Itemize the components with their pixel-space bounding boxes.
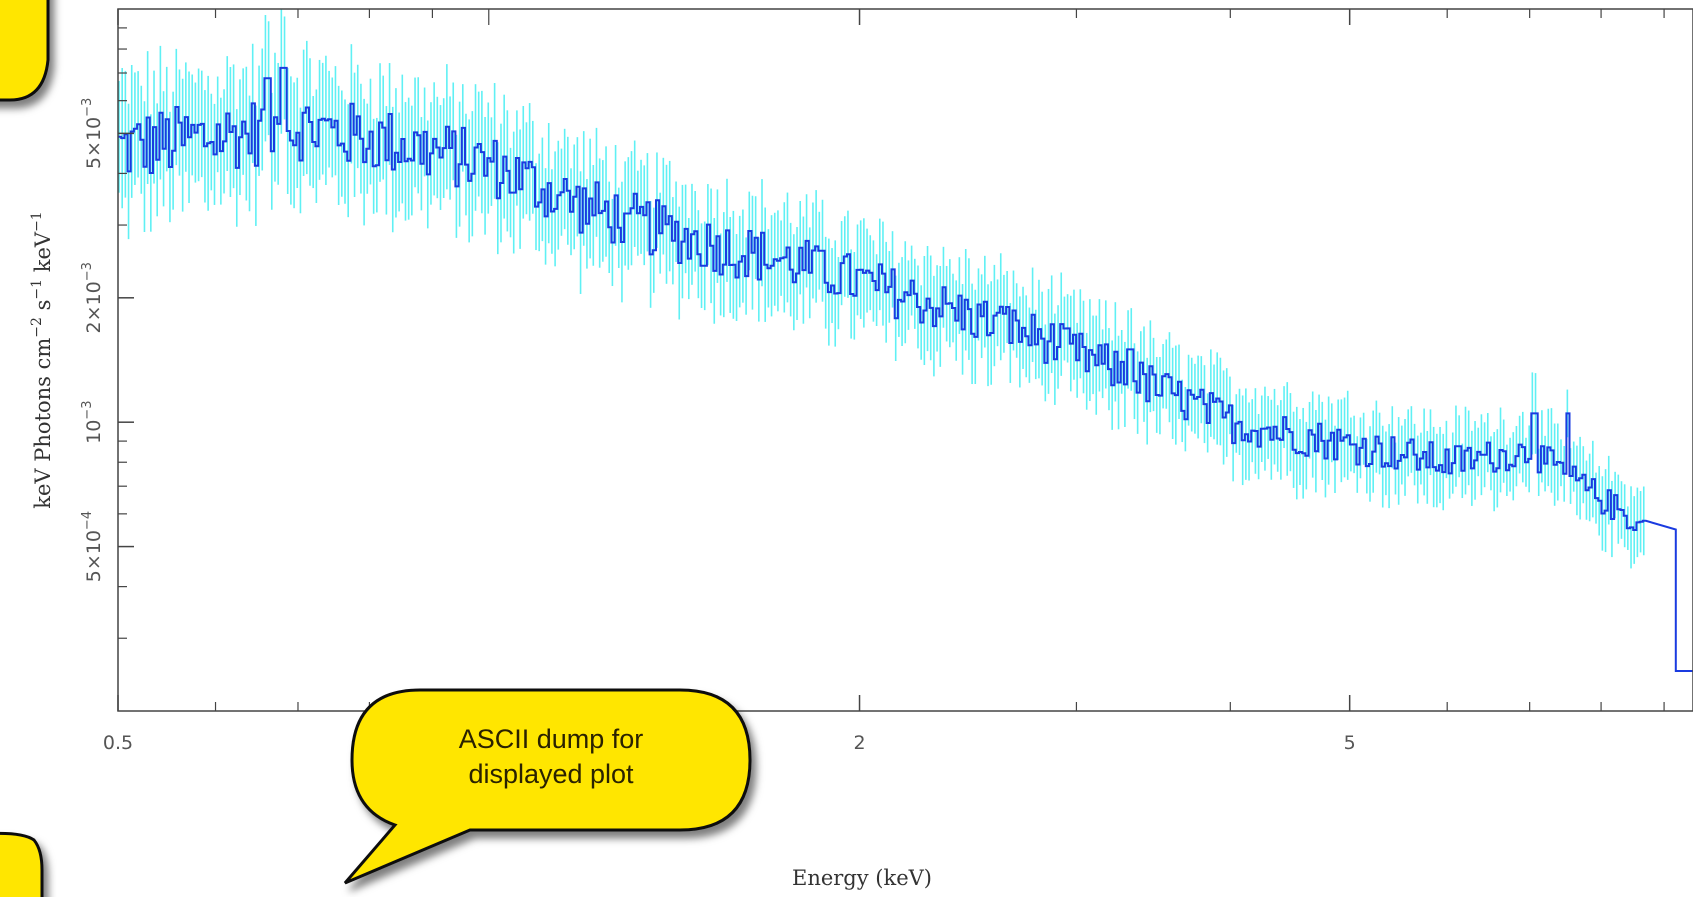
callout-text-line-1: ASCII dump for [459,724,644,754]
y-tick-label: 10−3 [80,401,105,444]
x-tick-label: 0.5 [103,732,133,754]
svg-text:2×10−3: 2×10−3 [80,262,105,333]
plot-frame [117,8,1693,712]
callout-bubble-top-left [0,0,50,102]
x-minor-ticks [214,9,1665,711]
error-bars [118,9,1645,569]
y-tick-label: 5×10−3 [80,98,105,169]
y-tick-label: 5×10−4 [80,511,105,582]
svg-text:5×10−4: 5×10−4 [80,511,105,582]
x-tick-label: 2 [853,732,865,754]
x-axis-title: Energy (keV) [792,866,932,890]
callout-bubble-bottom-left [0,831,44,897]
y-title-main: keV Photons cm [31,338,55,509]
callout-text-line-2: displayed plot [468,759,634,789]
spectrum-line [118,66,1693,672]
svg-text:keV Photons cm−2 s−1 keV−1: keV Photons cm−2 s−1 keV−1 [29,211,55,508]
x-axis-ticks: 0.5 2 5 [103,9,1356,754]
callout-bubble-ascii: ASCII dump for displayed plot [343,688,752,885]
svg-text:10−3: 10−3 [80,401,105,444]
svg-text:5×10−3: 5×10−3 [80,98,105,169]
y-axis-ticks: 5×10−4 10−3 2×10−3 5×10−3 [80,27,134,639]
x-tick-label: 5 [1344,732,1356,754]
y-tick-label: 2×10−3 [80,262,105,333]
y-axis-title: keV Photons cm−2 s−1 keV−1 [29,211,55,508]
